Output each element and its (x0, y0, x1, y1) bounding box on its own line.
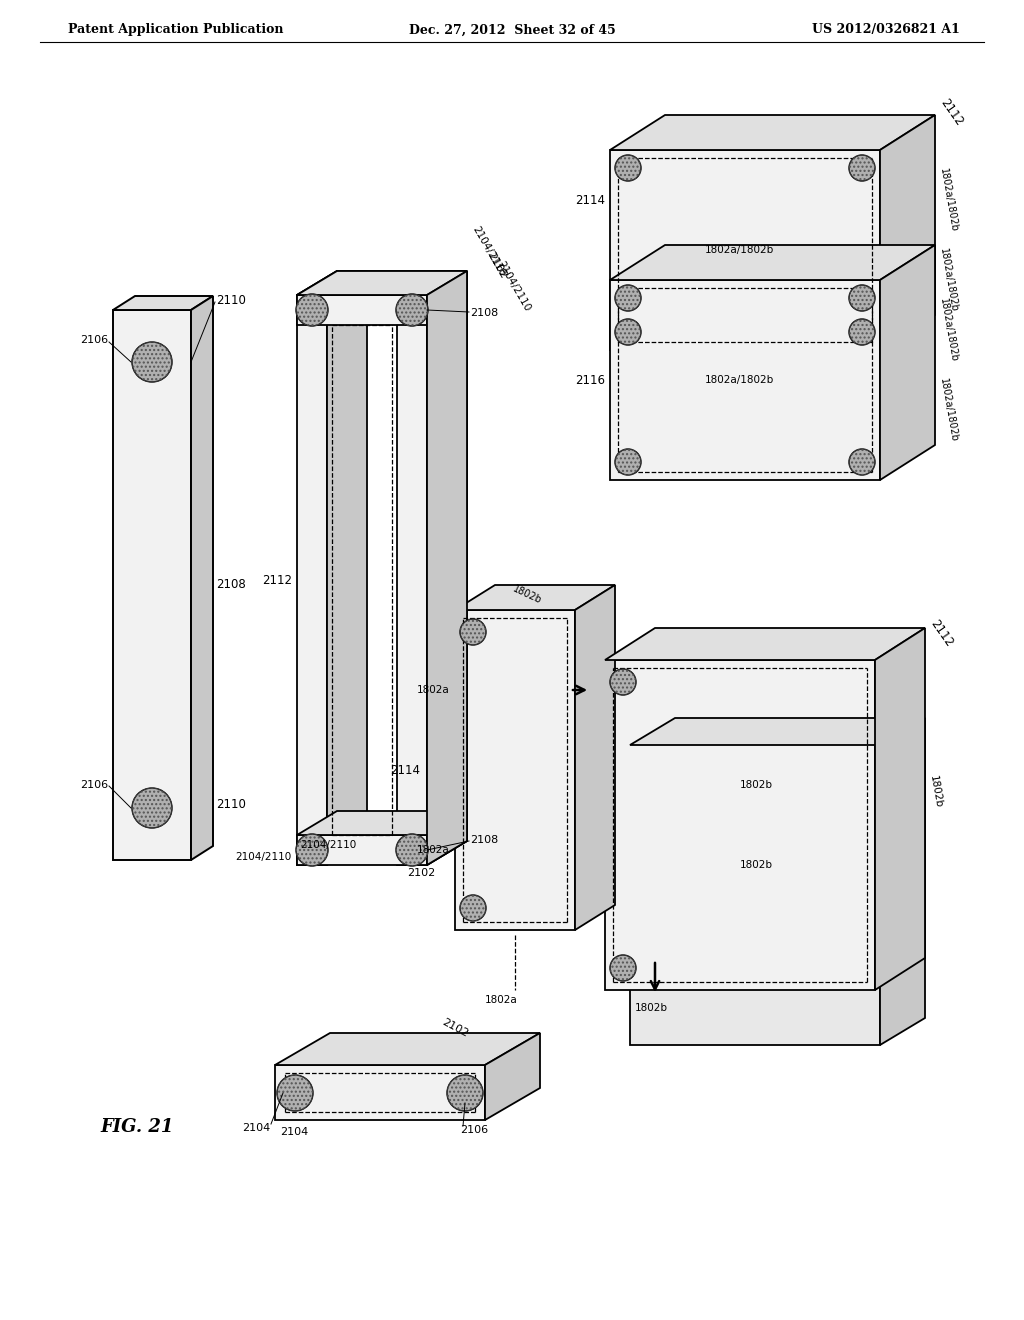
Polygon shape (427, 271, 467, 865)
Circle shape (132, 788, 172, 828)
Circle shape (849, 319, 874, 345)
Text: 1802a: 1802a (417, 845, 450, 855)
Text: 2104: 2104 (242, 1123, 270, 1133)
Text: US 2012/0326821 A1: US 2012/0326821 A1 (812, 24, 961, 37)
Polygon shape (191, 296, 213, 861)
Text: 2108: 2108 (216, 578, 246, 591)
Polygon shape (880, 246, 935, 480)
Text: 2108: 2108 (470, 308, 499, 318)
Text: 2104/2110: 2104/2110 (236, 851, 292, 862)
Circle shape (615, 449, 641, 475)
Text: 2104/2110: 2104/2110 (495, 259, 531, 313)
Text: 2106: 2106 (80, 780, 108, 789)
Polygon shape (427, 271, 467, 865)
Polygon shape (297, 271, 367, 294)
Polygon shape (874, 628, 925, 990)
Circle shape (396, 294, 428, 326)
Polygon shape (455, 610, 575, 931)
Text: 2104/2110: 2104/2110 (300, 840, 356, 850)
Polygon shape (397, 294, 427, 865)
Polygon shape (113, 296, 213, 310)
Polygon shape (605, 628, 925, 660)
Text: 2104/2110: 2104/2110 (470, 224, 507, 277)
Polygon shape (455, 585, 615, 610)
Circle shape (849, 154, 874, 181)
Text: 2112: 2112 (928, 616, 955, 649)
Polygon shape (113, 310, 191, 861)
Circle shape (447, 1074, 483, 1111)
Text: 2110: 2110 (216, 799, 246, 812)
Text: 1802b: 1802b (740, 780, 773, 789)
Text: 1802a/1802b: 1802a/1802b (938, 168, 959, 232)
Polygon shape (297, 271, 467, 294)
Polygon shape (630, 744, 880, 1045)
Circle shape (296, 294, 328, 326)
Circle shape (132, 342, 172, 381)
Circle shape (610, 669, 636, 696)
Circle shape (849, 285, 874, 312)
Circle shape (460, 619, 486, 645)
Polygon shape (575, 585, 615, 931)
Polygon shape (427, 271, 467, 325)
Polygon shape (880, 718, 925, 1045)
Polygon shape (327, 271, 367, 865)
Polygon shape (297, 294, 427, 325)
Text: 2102: 2102 (485, 251, 508, 281)
Text: 1802a: 1802a (417, 685, 450, 696)
Polygon shape (427, 810, 467, 865)
Polygon shape (275, 1065, 485, 1119)
Text: Patent Application Publication: Patent Application Publication (68, 24, 284, 37)
Text: 2112: 2112 (938, 96, 966, 128)
Text: 1802b: 1802b (928, 775, 943, 809)
Polygon shape (297, 271, 467, 294)
Circle shape (615, 285, 641, 312)
Text: 2114: 2114 (390, 763, 420, 776)
Polygon shape (605, 660, 874, 990)
Text: 1802b: 1802b (511, 583, 543, 606)
Text: 1802b: 1802b (635, 1003, 668, 1012)
Text: 2106: 2106 (80, 335, 108, 345)
Polygon shape (275, 1034, 540, 1065)
Text: 2104: 2104 (280, 1127, 308, 1137)
Text: 2116: 2116 (575, 374, 605, 387)
Circle shape (296, 834, 328, 866)
Text: 1802a/1802b: 1802a/1802b (705, 246, 774, 255)
Circle shape (278, 1074, 313, 1111)
Circle shape (849, 449, 874, 475)
Text: FIG. 21: FIG. 21 (100, 1118, 173, 1137)
Polygon shape (610, 150, 880, 350)
Polygon shape (610, 246, 935, 280)
Text: Dec. 27, 2012  Sheet 32 of 45: Dec. 27, 2012 Sheet 32 of 45 (409, 24, 615, 37)
Circle shape (615, 319, 641, 345)
Text: 2106: 2106 (460, 1125, 488, 1135)
Polygon shape (297, 294, 327, 865)
Circle shape (610, 954, 636, 981)
Text: 2102: 2102 (440, 1016, 470, 1039)
Text: 1802a: 1802a (485, 995, 518, 1005)
Text: 2114: 2114 (575, 194, 605, 206)
Text: 2108: 2108 (470, 836, 499, 845)
Text: 1802a/1802b: 1802a/1802b (938, 247, 959, 313)
Polygon shape (485, 1034, 540, 1119)
Circle shape (460, 895, 486, 921)
Polygon shape (397, 271, 467, 294)
Text: 1802b: 1802b (740, 861, 773, 870)
Text: 1802a/1802b: 1802a/1802b (938, 378, 959, 442)
Text: 1802a/1802b: 1802a/1802b (938, 297, 959, 363)
Polygon shape (880, 115, 935, 350)
Text: 1802a/1802b: 1802a/1802b (705, 375, 774, 385)
Circle shape (396, 834, 428, 866)
Text: 2102: 2102 (407, 869, 435, 878)
Polygon shape (610, 280, 880, 480)
Polygon shape (297, 810, 467, 836)
Polygon shape (610, 115, 935, 150)
Text: 2110: 2110 (216, 294, 246, 308)
Circle shape (615, 154, 641, 181)
Text: 2112: 2112 (262, 573, 292, 586)
Polygon shape (297, 836, 427, 865)
Polygon shape (630, 718, 925, 744)
